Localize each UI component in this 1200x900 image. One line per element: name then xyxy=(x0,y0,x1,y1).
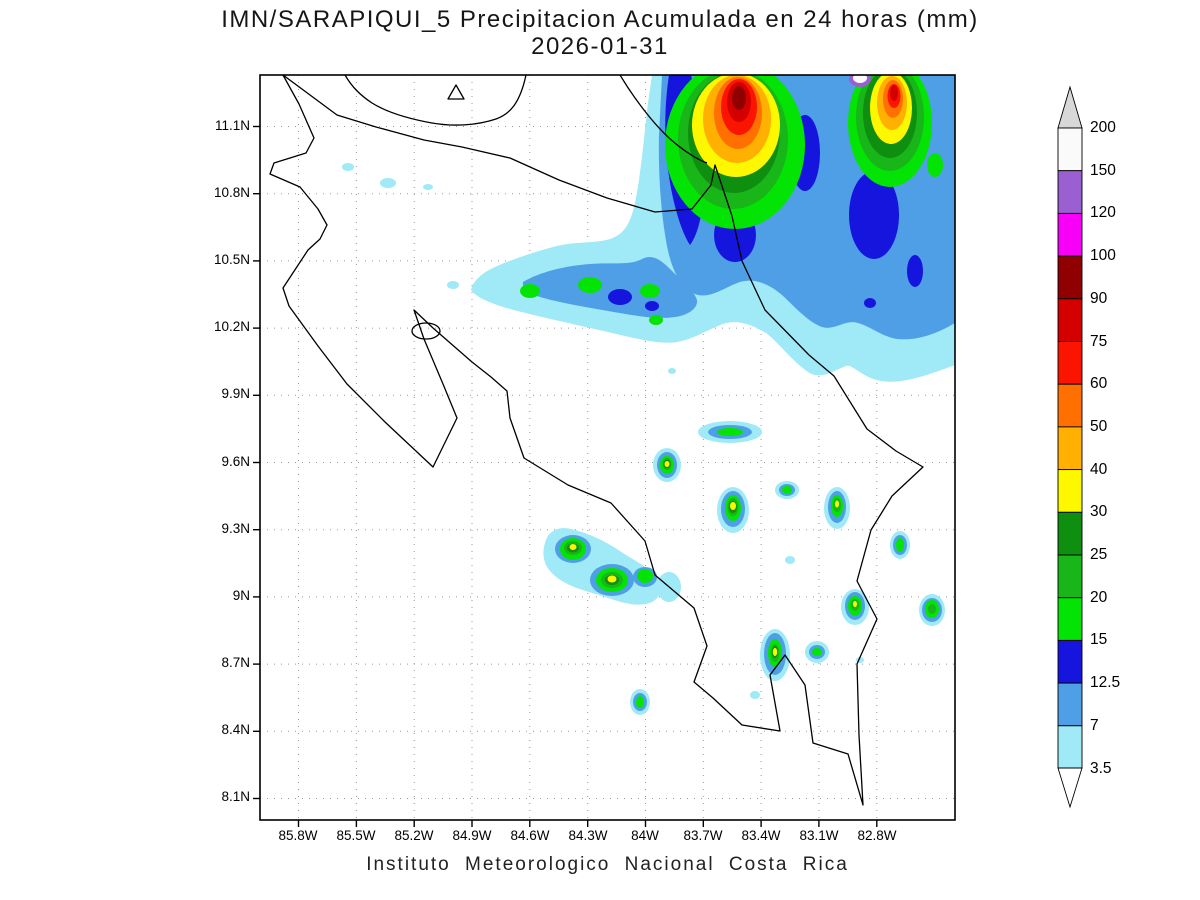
colorbar-tick-label: 15 xyxy=(1090,631,1108,648)
y-axis-label: 9N xyxy=(232,588,250,603)
y-axis-label: 11.1N xyxy=(214,118,250,133)
colorbar-segment xyxy=(1057,298,1083,342)
colorbar-tick-label: 100 xyxy=(1090,247,1116,264)
colorbar-tick-label: 60 xyxy=(1090,375,1108,392)
precipitation-map-svg xyxy=(253,74,956,827)
colorbar-tick-label: 75 xyxy=(1090,333,1108,350)
x-axis-label: 83.4W xyxy=(741,828,781,843)
colorbar-tick-label: 90 xyxy=(1090,290,1108,307)
y-axis-label: 8.7N xyxy=(221,655,250,670)
x-axis-label: 83.1W xyxy=(799,828,839,843)
colorbar-tick-label: 150 xyxy=(1090,162,1116,179)
colorbar-segment xyxy=(1057,127,1083,172)
precip-level-90 xyxy=(732,86,746,110)
costa-rica-outline xyxy=(269,75,924,806)
colorbar-segment xyxy=(1057,511,1083,556)
isla-chira xyxy=(411,322,441,340)
colorbar-tick-label: 120 xyxy=(1090,204,1116,221)
axis-ticks xyxy=(253,125,878,827)
colorbar-segment xyxy=(1057,170,1083,214)
page-date: 2026-01-31 xyxy=(531,33,669,60)
colorbar-tick-label: 200 xyxy=(1090,119,1116,136)
x-axis-label: 84.9W xyxy=(452,828,492,843)
x-axis-label: 82.8W xyxy=(857,828,897,843)
page-title: IMN/SARAPIQUI_5 Precipitacion Acumulada … xyxy=(221,6,979,33)
y-axis-label: 10.5N xyxy=(213,252,250,267)
precip-level-150 xyxy=(853,75,867,83)
precipitation-layer xyxy=(342,75,955,715)
x-axis-label: 84.3W xyxy=(568,828,608,843)
colorbar-tick-label: 40 xyxy=(1090,461,1108,478)
colorbar xyxy=(1057,85,1083,809)
colorbar-segment xyxy=(1057,212,1083,257)
y-axis-label: 8.4N xyxy=(221,722,250,737)
colorbar-segment xyxy=(1057,639,1083,684)
lake-island xyxy=(447,84,465,100)
colorbar-segment xyxy=(1057,597,1083,641)
colorbar-segment xyxy=(1057,255,1083,300)
y-axis-label: 10.8N xyxy=(213,185,250,200)
colorbar-segment xyxy=(1057,341,1083,385)
colorbar-tick-label: 25 xyxy=(1090,546,1108,563)
colorbar-segment xyxy=(1057,725,1083,769)
colorbar-segment xyxy=(1057,554,1083,599)
x-axis-label: 85.8W xyxy=(278,828,318,843)
x-axis-label: 85.2W xyxy=(394,828,434,843)
source-caption: Instituto Meteorologico Nacional Costa R… xyxy=(366,854,849,875)
colorbar-arrow-top xyxy=(1057,85,1083,129)
y-axis-label: 9.6N xyxy=(221,454,250,469)
y-axis-label: 8.1N xyxy=(221,789,250,804)
colorbar-tick-label: 20 xyxy=(1090,589,1108,606)
rio-san-juan-border xyxy=(619,75,708,164)
coastline-layer xyxy=(269,75,924,806)
colorbar-segment xyxy=(1057,469,1083,513)
colorbar-tick-label: 12.5 xyxy=(1090,674,1121,691)
colorbar-segment xyxy=(1057,682,1083,727)
y-axis-label: 9.3N xyxy=(221,521,250,536)
lake-nicaragua-shore xyxy=(344,75,527,126)
colorbar-tick-label: 30 xyxy=(1090,503,1108,520)
colorbar-tick-label: 7 xyxy=(1090,717,1099,734)
colorbar-tick-label: 3.5 xyxy=(1090,760,1112,777)
colorbar-segment xyxy=(1057,426,1083,471)
x-axis-label: 85.5W xyxy=(336,828,376,843)
x-axis-label: 83.7W xyxy=(683,828,723,843)
plot-frame xyxy=(259,74,956,821)
x-axis-label: 84W xyxy=(631,828,659,843)
colorbar-tick-label: 50 xyxy=(1090,418,1108,435)
y-axis-label: 10.2N xyxy=(213,319,250,334)
colorbar-segment xyxy=(1057,383,1083,428)
x-axis-label: 84.6W xyxy=(510,828,550,843)
y-axis-label: 9.9N xyxy=(221,386,250,401)
colorbar-arrow-bottom xyxy=(1057,767,1083,809)
